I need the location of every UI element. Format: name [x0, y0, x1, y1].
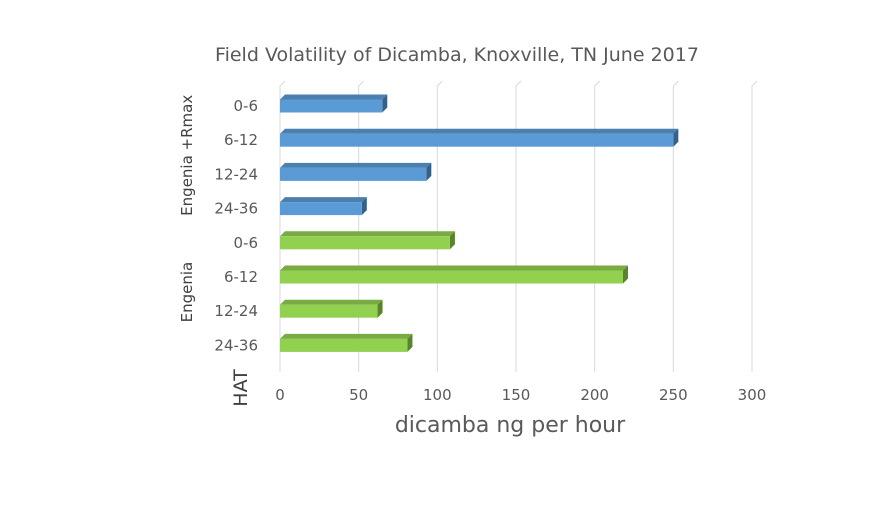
bar-side-face [622, 265, 628, 284]
bar [280, 162, 432, 181]
bar-front-face [280, 202, 362, 216]
category-label: 6-12 [224, 131, 258, 149]
bar-side-face [382, 94, 388, 113]
group-label: Engenia [178, 262, 196, 323]
bar-top-face [280, 231, 455, 237]
gridline [672, 80, 679, 372]
gridline [751, 80, 758, 372]
x-tick-label: 200 [580, 386, 609, 404]
category-label: 24-36 [214, 336, 258, 354]
bar-top-face [280, 265, 628, 271]
bar-top-face [280, 299, 383, 305]
gridline [594, 80, 601, 372]
category-label: 12-24 [214, 302, 258, 320]
bar-front-face [280, 270, 623, 284]
category-label: 0-6 [234, 234, 259, 252]
bar [280, 197, 367, 216]
gridline [515, 80, 522, 372]
bar-top-face [280, 197, 367, 203]
bar-front-face [280, 304, 378, 318]
x-axis-title: dicamba ng per hour [395, 413, 626, 438]
gridline [358, 80, 365, 372]
category-label: 12-24 [214, 165, 258, 183]
bar [280, 94, 388, 113]
gridlines [279, 80, 758, 372]
bar-side-face [361, 197, 367, 216]
bar-front-face [280, 236, 450, 250]
x-tick-label: 250 [659, 386, 688, 404]
bar-top-face [280, 94, 388, 100]
gridline [436, 80, 443, 372]
bar-front-face [280, 167, 427, 181]
bar-top-face [280, 128, 679, 134]
category-labels: 0-6 6-12 12-24 24-36 0-6 6-12 12-24 24-36 [214, 97, 258, 354]
x-tick-label: 100 [423, 386, 452, 404]
bar [280, 128, 679, 147]
bar-front-face [280, 338, 408, 352]
category-label: 6-12 [224, 268, 258, 286]
x-tick-label: 150 [502, 386, 531, 404]
bar-top-face [280, 162, 432, 168]
group-labels: Engenia +Rmax Engenia [178, 95, 196, 323]
x-tick-label: 50 [349, 386, 368, 404]
bar-top-face [280, 333, 413, 339]
bars [280, 94, 679, 352]
chart-title: Field Volatility of Dicamba, Knoxville, … [215, 44, 699, 66]
gridline [279, 80, 286, 372]
group-label: Engenia +Rmax [178, 95, 196, 216]
bar-front-face [280, 133, 674, 147]
category-label: 0-6 [234, 97, 259, 115]
x-tick-label: 0 [275, 386, 285, 404]
bar [280, 299, 383, 318]
bar-side-face [673, 128, 679, 147]
bar [280, 333, 413, 352]
bar [280, 265, 628, 284]
bar-side-face [426, 162, 432, 181]
bar-side-face [377, 299, 383, 318]
x-tick-label: 300 [738, 386, 767, 404]
bar-front-face [280, 99, 383, 113]
x-axis-ticks: 0 50 100 150 200 250 300 [275, 386, 766, 404]
y-axis-title: HAT [230, 369, 252, 407]
category-label: 24-36 [214, 200, 258, 218]
bar-side-face [407, 333, 413, 352]
bar [280, 231, 455, 250]
bar-side-face [449, 231, 455, 250]
